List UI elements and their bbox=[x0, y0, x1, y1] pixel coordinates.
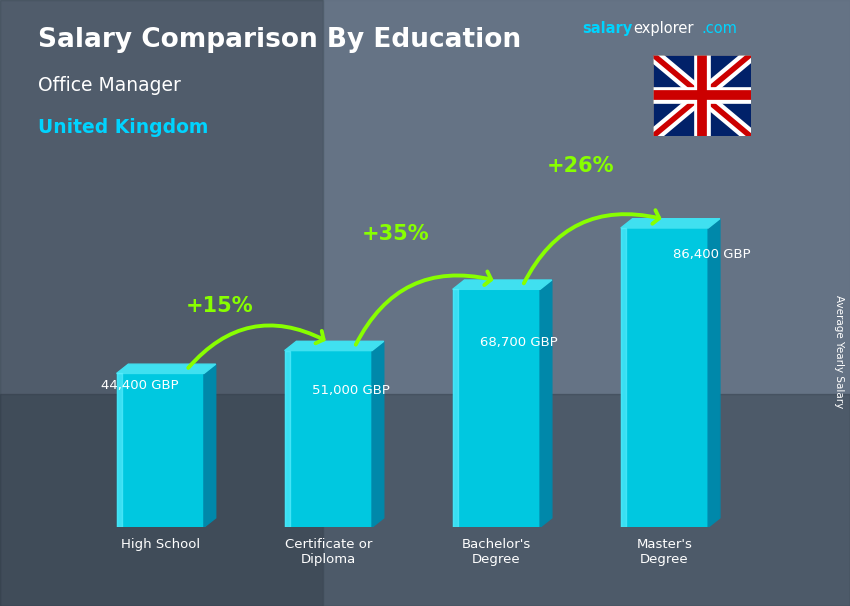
Bar bbox=[116, 373, 122, 527]
Bar bbox=[116, 373, 204, 527]
Polygon shape bbox=[620, 219, 720, 228]
Text: salary: salary bbox=[582, 21, 632, 36]
Text: explorer: explorer bbox=[633, 21, 694, 36]
Bar bbox=[620, 228, 708, 527]
Bar bbox=[323, 0, 850, 606]
Text: 44,400 GBP: 44,400 GBP bbox=[101, 379, 179, 392]
Polygon shape bbox=[540, 280, 552, 527]
Bar bbox=[453, 289, 458, 527]
Text: Office Manager: Office Manager bbox=[38, 76, 181, 95]
Bar bbox=[0, 394, 850, 606]
Text: +15%: +15% bbox=[185, 296, 253, 316]
Text: Average Yearly Salary: Average Yearly Salary bbox=[834, 295, 844, 408]
Polygon shape bbox=[285, 341, 383, 351]
Text: Salary Comparison By Education: Salary Comparison By Education bbox=[38, 27, 521, 53]
Bar bbox=[0, 0, 323, 606]
Text: 51,000 GBP: 51,000 GBP bbox=[311, 384, 389, 396]
Polygon shape bbox=[453, 280, 552, 289]
Polygon shape bbox=[116, 364, 216, 373]
Text: United Kingdom: United Kingdom bbox=[38, 118, 208, 137]
Bar bbox=[620, 228, 626, 527]
Bar bbox=[285, 351, 372, 527]
Bar bbox=[285, 351, 290, 527]
Text: 86,400 GBP: 86,400 GBP bbox=[673, 248, 751, 261]
Bar bbox=[453, 289, 540, 527]
Text: 68,700 GBP: 68,700 GBP bbox=[479, 336, 558, 349]
Text: .com: .com bbox=[701, 21, 737, 36]
Polygon shape bbox=[204, 364, 216, 527]
Polygon shape bbox=[708, 219, 720, 527]
Polygon shape bbox=[372, 341, 383, 527]
Text: +35%: +35% bbox=[362, 224, 429, 244]
Text: +26%: +26% bbox=[547, 156, 615, 176]
